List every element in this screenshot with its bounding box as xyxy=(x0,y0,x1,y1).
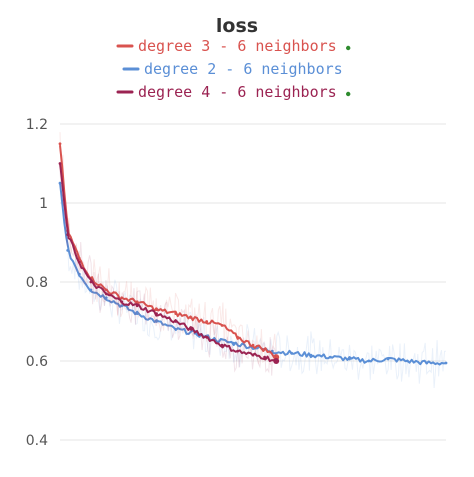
series-3-point-9 xyxy=(174,320,178,323)
series-3-line xyxy=(59,162,277,362)
series-3-point-1 xyxy=(58,162,62,165)
series-1-point-13 xyxy=(236,335,240,339)
series-2-point-1 xyxy=(58,181,62,185)
series-3-point-11 xyxy=(205,335,209,339)
series-2-point-20 xyxy=(386,357,390,361)
series-2-point-22 xyxy=(425,361,429,365)
series-2-point-5 xyxy=(104,296,108,300)
series-2-point-18 xyxy=(348,357,351,361)
series-2-point-9 xyxy=(174,328,178,331)
series-3-point-12 xyxy=(220,343,224,347)
legend-label-3: degree 4 - 6 neighbors xyxy=(138,83,337,101)
series-2-point-7 xyxy=(135,312,139,315)
series-2-point-16 xyxy=(309,353,313,357)
series-3-point-10 xyxy=(189,328,193,331)
series-2-raw-trace xyxy=(59,180,447,389)
series-3-raw-trace xyxy=(59,170,277,376)
series-3-point-2 xyxy=(66,233,70,237)
series-1-point-3 xyxy=(77,256,81,260)
series-2-point-2 xyxy=(66,249,70,252)
series-1-point-14 xyxy=(251,343,255,347)
series-3-point-15 xyxy=(263,355,266,359)
series-1-point-8 xyxy=(155,308,158,311)
series-3-point-7 xyxy=(135,304,139,308)
series-3-point-5 xyxy=(104,292,108,296)
series-1-point-10 xyxy=(189,316,193,319)
legend-label-1: degree 3 - 6 neighbors xyxy=(138,37,337,55)
series-3-point-14 xyxy=(251,353,255,357)
series-1-point-15 xyxy=(263,347,266,351)
series-2-point-21 xyxy=(406,359,409,363)
series-2-point-3 xyxy=(77,272,81,276)
series-3-point-3 xyxy=(77,260,81,264)
y-tick-label-1: 0.4 xyxy=(26,433,48,449)
series-1-point-11 xyxy=(205,320,209,323)
series-1-point-5 xyxy=(104,288,108,292)
series-2-point-6 xyxy=(120,304,124,308)
series-3-point-6 xyxy=(120,300,124,304)
series-1-point-6 xyxy=(120,296,124,300)
series-2-point-4 xyxy=(89,288,93,292)
series-1-point-12 xyxy=(220,324,224,327)
series-3-point-13 xyxy=(236,349,240,353)
legend-status-dot-1 xyxy=(346,45,351,51)
y-tick-label-5: 1.2 xyxy=(26,117,48,133)
series-2-point-14 xyxy=(270,349,274,353)
series-1-point-9 xyxy=(174,312,178,315)
series-1-line xyxy=(59,144,277,360)
series-2-point-23 xyxy=(444,361,448,365)
series-2-point-8 xyxy=(155,320,158,323)
chart-title: loss xyxy=(216,15,258,37)
legend-status-dot-3 xyxy=(346,91,351,97)
legend-label-2: degree 2 - 6 neighbors xyxy=(144,60,343,78)
series-2-point-12 xyxy=(232,341,236,345)
y-tick-label-3: 0.8 xyxy=(26,275,48,291)
y-tick-label-2: 0.6 xyxy=(26,354,48,370)
series-3-point-4 xyxy=(89,280,93,284)
series-2-point-17 xyxy=(328,355,332,359)
series-1-point-7 xyxy=(135,300,139,304)
series-3-point-8 xyxy=(155,312,158,315)
series-3-end-marker xyxy=(273,358,280,364)
series-2-point-19 xyxy=(367,359,371,363)
series-1-point-1 xyxy=(58,142,62,146)
series-2-point-15 xyxy=(290,351,293,355)
y-tick-label-4: 1 xyxy=(39,196,48,212)
